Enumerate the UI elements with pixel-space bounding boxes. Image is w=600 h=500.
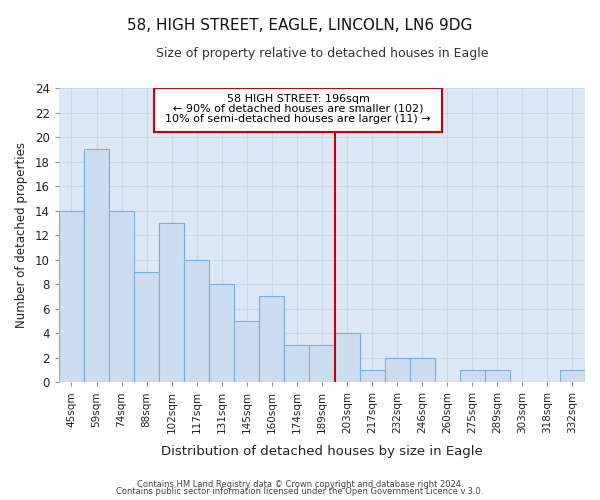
Bar [209, 284, 235, 382]
Bar [154, 88, 442, 132]
Bar [385, 358, 410, 382]
Bar [410, 358, 435, 382]
Bar [284, 346, 310, 382]
Text: Contains public sector information licensed under the Open Government Licence v.: Contains public sector information licen… [116, 488, 484, 496]
Bar [259, 296, 284, 382]
X-axis label: Distribution of detached houses by size in Eagle: Distribution of detached houses by size … [161, 444, 483, 458]
Bar [310, 346, 335, 382]
Bar [359, 370, 385, 382]
Title: Size of property relative to detached houses in Eagle: Size of property relative to detached ho… [156, 48, 488, 60]
Bar [109, 210, 134, 382]
Bar [159, 223, 184, 382]
Text: ← 90% of detached houses are smaller (102): ← 90% of detached houses are smaller (10… [173, 104, 424, 114]
Bar [134, 272, 159, 382]
Text: 58, HIGH STREET, EAGLE, LINCOLN, LN6 9DG: 58, HIGH STREET, EAGLE, LINCOLN, LN6 9DG [127, 18, 473, 32]
Y-axis label: Number of detached properties: Number of detached properties [15, 142, 28, 328]
Bar [460, 370, 485, 382]
Text: 10% of semi-detached houses are larger (11) →: 10% of semi-detached houses are larger (… [166, 114, 431, 124]
Bar [485, 370, 510, 382]
Text: Contains HM Land Registry data © Crown copyright and database right 2024.: Contains HM Land Registry data © Crown c… [137, 480, 463, 489]
Bar [184, 260, 209, 382]
Text: 58 HIGH STREET: 196sqm: 58 HIGH STREET: 196sqm [227, 94, 370, 104]
Bar [235, 321, 259, 382]
Bar [59, 210, 84, 382]
Bar [84, 150, 109, 382]
Bar [335, 333, 359, 382]
Bar [560, 370, 585, 382]
